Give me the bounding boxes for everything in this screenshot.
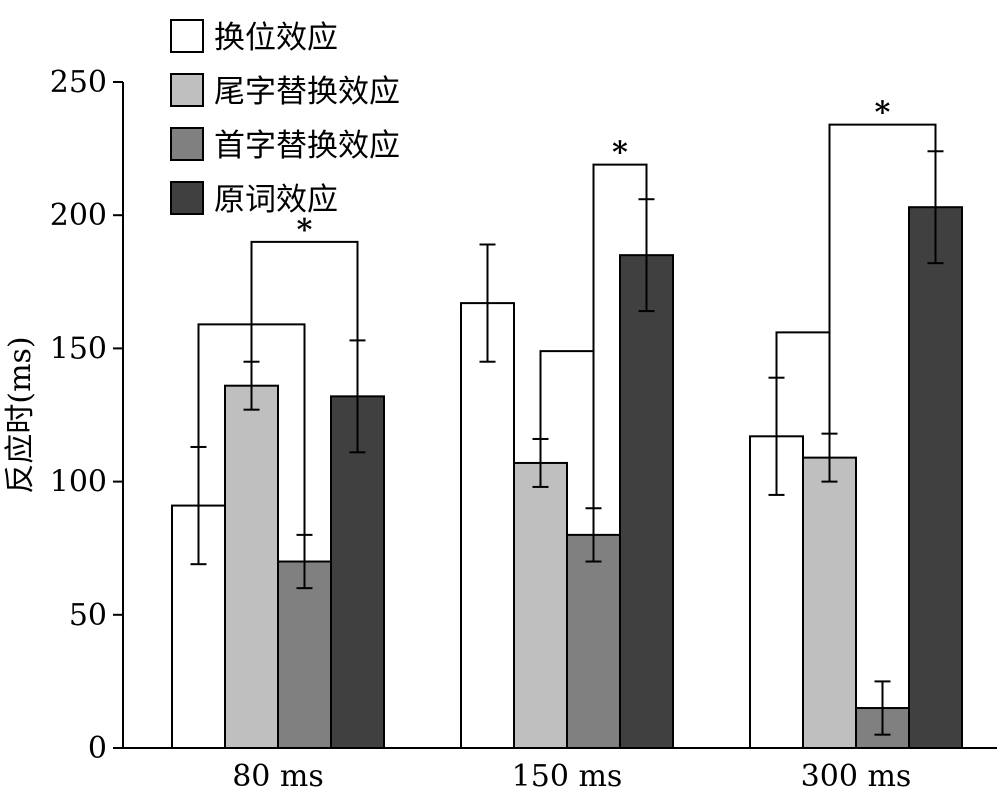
y-tick-label: 50 — [69, 598, 107, 633]
legend-swatch — [170, 19, 204, 53]
bar — [908, 206, 963, 749]
bar — [460, 302, 515, 749]
significance-bracket — [828, 123, 937, 434]
x-category-label: 150 ms — [512, 759, 623, 788]
y-axis-label: 反应时(ms) — [3, 336, 38, 493]
significance-label: * — [297, 213, 313, 248]
bar — [802, 456, 857, 749]
x-category-label: 80 ms — [232, 759, 324, 788]
legend-swatch — [170, 73, 204, 107]
x-axis: 80 ms 150 ms 300 ms — [123, 747, 997, 788]
bar — [224, 384, 279, 749]
legend-swatch — [170, 181, 204, 215]
y-axis: 0 50 100 150 200 250 — [50, 65, 124, 766]
significance-bracket — [250, 240, 359, 362]
y-tick-label: 150 — [50, 331, 107, 366]
x-category-label: 300 ms — [801, 759, 912, 788]
legend-label: 换位效应 — [214, 20, 338, 56]
bar — [513, 461, 568, 749]
legend-label: 尾字替换效应 — [214, 74, 400, 110]
significance-label: * — [875, 96, 891, 131]
significance-bracket — [592, 163, 648, 509]
bars — [171, 206, 963, 750]
bar — [566, 533, 621, 749]
legend-label: 首字替换效应 — [214, 128, 400, 164]
bar — [619, 254, 674, 749]
y-tick-label: 0 — [88, 731, 107, 766]
significance-label: * — [612, 136, 628, 171]
y-tick-label: 100 — [50, 465, 107, 500]
legend-swatch — [170, 127, 204, 161]
legend-label: 原词效应 — [214, 182, 338, 218]
significance-bracket — [775, 331, 831, 434]
y-tick-label: 200 — [50, 198, 107, 233]
significance-brackets: * * * — [197, 96, 937, 535]
bar — [277, 560, 332, 750]
y-tick-label: 250 — [50, 65, 107, 100]
